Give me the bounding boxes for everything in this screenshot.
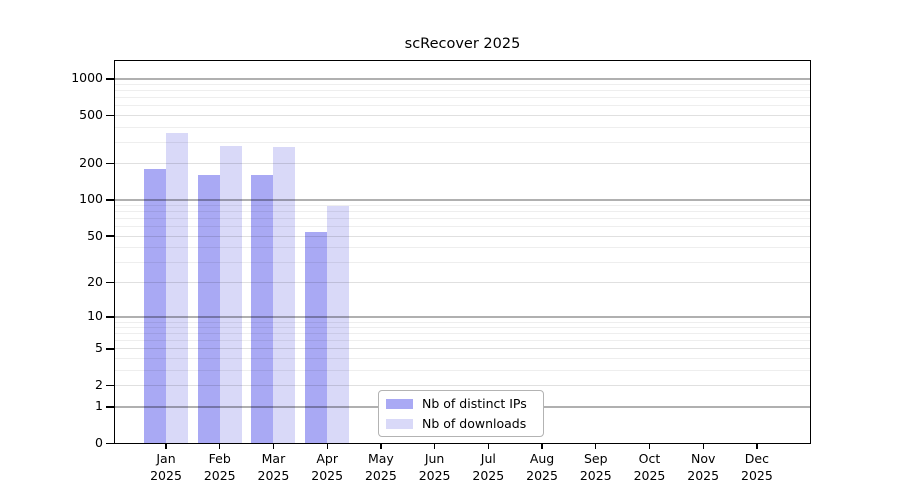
x-tick-label-month: Apr (316, 451, 338, 466)
gridline-500 (114, 114, 811, 116)
x-tick-label-mar: Mar 2025 (245, 451, 301, 484)
x-tick-label-aug: Aug 2025 (514, 451, 570, 484)
x-tick-label-month: Mar (261, 451, 286, 466)
x-tick-label-month: Sep (583, 451, 608, 466)
y-axis-tick-2 (106, 384, 114, 387)
bar-downloads-mar (273, 146, 296, 444)
y-axis-tick-100 (106, 199, 114, 201)
legend-label-downloads: Nb of downloads (422, 416, 527, 431)
x-axis-tick-mar (272, 443, 275, 449)
bar-distinct-ips-feb (197, 175, 220, 444)
y-axis-tick-1000 (106, 78, 114, 80)
y-axis-tick-500 (106, 114, 114, 117)
x-tick-label-may: May 2025 (353, 451, 409, 484)
x-axis-tick-may (380, 443, 382, 449)
x-axis-tick-jul (487, 443, 489, 449)
x-tick-label-year: 2025 (687, 467, 720, 483)
x-tick-label-oct: Oct 2025 (621, 451, 677, 484)
y-tick-label-10: 10 (87, 308, 103, 324)
gridline-200 (114, 163, 811, 165)
x-tick-label-year: 2025 (526, 467, 558, 483)
x-tick-label-jan: Jan 2025 (138, 451, 194, 484)
bar-distinct-ips-jan (144, 168, 166, 444)
y-axis-tick-10 (106, 316, 114, 318)
x-tick-label-year: 2025 (741, 467, 773, 483)
x-tick-label-year: 2025 (257, 467, 290, 483)
x-tick-label-month: Feb (208, 451, 231, 466)
y-tick-label-200: 200 (79, 155, 103, 171)
gridline-minor-700 (114, 97, 811, 99)
gridline-minor-300 (114, 141, 811, 143)
x-axis-tick-nov (702, 443, 704, 449)
x-tick-label-sep: Sep 2025 (568, 451, 624, 484)
y-tick-label-1000: 1000 (71, 70, 103, 86)
y-axis-tick-50 (106, 235, 114, 237)
y-tick-label-20: 20 (87, 274, 103, 290)
x-tick-label-jul: Jul 2025 (460, 451, 516, 484)
x-tick-label-nov: Nov 2025 (675, 451, 731, 484)
legend-item-downloads: Nb of downloads (386, 416, 543, 431)
y-tick-label-1: 1 (95, 398, 103, 414)
x-tick-label-month: Nov (690, 451, 716, 466)
x-tick-label-year: 2025 (633, 467, 666, 483)
x-tick-label-month: Jan (156, 451, 176, 466)
x-axis-tick-oct (648, 443, 651, 449)
x-tick-label-month: Jun (424, 451, 445, 466)
x-tick-label-feb: Feb 2025 (192, 451, 248, 484)
x-tick-label-year: 2025 (418, 467, 451, 483)
bar-distinct-ips-mar (251, 175, 274, 444)
y-tick-label-100: 100 (79, 191, 103, 207)
bar-downloads-apr (327, 206, 350, 444)
x-tick-label-apr: Apr 2025 (299, 451, 355, 484)
gridline-minor-400 (114, 126, 811, 128)
x-tick-label-month: May (367, 451, 394, 466)
x-tick-label-year: 2025 (579, 467, 612, 483)
x-tick-label-year: 2025 (203, 467, 236, 483)
y-axis-tick-200 (106, 163, 114, 165)
x-axis-tick-apr (326, 443, 328, 449)
y-axis-tick-0 (106, 442, 114, 445)
gridline-minor-900 (114, 84, 811, 85)
y-axis-tick-1 (106, 406, 114, 408)
y-tick-label-5: 5 (95, 340, 103, 356)
x-tick-label-month: Aug (529, 451, 555, 466)
x-tick-label-month: Jul (480, 451, 496, 466)
y-tick-label-0: 0 (95, 435, 103, 450)
bar-distinct-ips-apr (305, 232, 328, 444)
gridline-1000 (114, 78, 811, 80)
x-axis-tick-feb (219, 443, 221, 449)
bar-downloads-feb (219, 145, 242, 444)
x-axis-tick-sep (595, 443, 597, 449)
x-tick-label-month: Oct (638, 451, 661, 466)
x-tick-label-jun: Jun 2025 (407, 451, 463, 484)
x-tick-label-dec: Dec 2025 (729, 451, 785, 484)
x-tick-label-year: 2025 (472, 467, 505, 483)
chart-title: scRecover 2025 (404, 36, 521, 52)
gridline-minor-800 (114, 90, 811, 92)
y-axis-tick-5 (106, 348, 114, 350)
legend-label-distinct-ips: Nb of distinct IPs (422, 396, 527, 411)
gridline-minor-600 (114, 105, 811, 107)
legend-item-distinct-ips: Nb of distinct IPs (386, 396, 543, 411)
y-tick-label-2: 2 (95, 377, 103, 393)
x-axis-tick-jun (433, 443, 436, 449)
x-axis-tick-dec (756, 443, 758, 449)
y-tick-label-50: 50 (87, 227, 103, 243)
x-axis-tick-aug (541, 443, 543, 449)
x-axis-tick-jan (165, 443, 167, 449)
legend: Nb of distinct IPs Nb of downloads (378, 390, 544, 437)
legend-swatch-distinct-ips (386, 398, 413, 409)
bar-downloads-jan (166, 133, 188, 444)
x-tick-label-year: 2025 (150, 467, 182, 483)
x-tick-label-year: 2025 (364, 467, 397, 483)
x-tick-label-month: Dec (744, 451, 769, 466)
y-tick-label-500: 500 (79, 106, 103, 122)
y-axis-tick-20 (106, 282, 114, 284)
legend-swatch-downloads (386, 418, 413, 429)
x-tick-label-year: 2025 (311, 467, 344, 483)
